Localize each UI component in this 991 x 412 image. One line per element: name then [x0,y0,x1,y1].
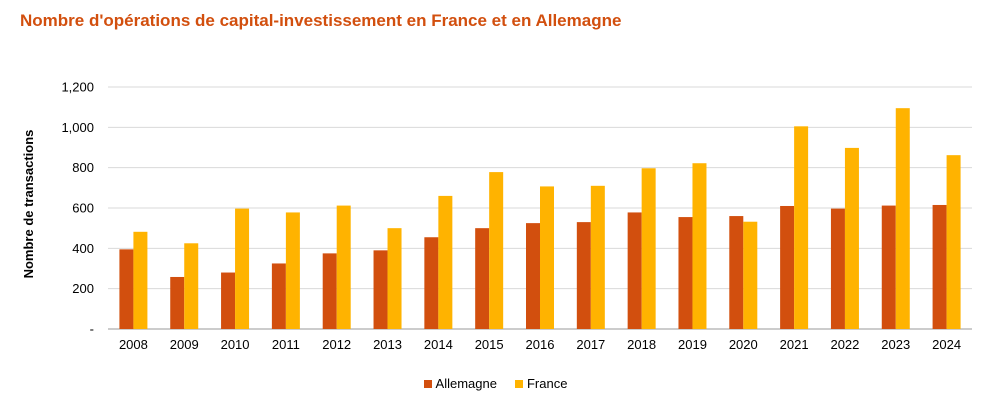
y-axis-label: Nombre de transactions [21,130,36,279]
x-tick-label: 2010 [221,337,250,352]
bar-allemagne-2011 [271,263,286,329]
bar-france-2009 [184,243,199,329]
bar-france-2023 [895,108,910,329]
bar-france-2020 [743,221,758,329]
x-tick-label: 2023 [881,337,910,352]
y-tick-label: 1,000 [61,120,94,135]
legend-swatch-allemagne [423,379,432,388]
legend-label-allemagne: Allemagne [435,376,497,391]
bar-france-2012 [336,205,351,329]
bar-allemagne-2021 [780,205,795,329]
x-tick-label: 2019 [678,337,707,352]
x-tick-label: 2008 [119,337,148,352]
x-tick-label: 2022 [830,337,859,352]
legend-item-france: France [514,376,568,391]
bar-france-2016 [540,186,554,329]
x-tick-label: 2017 [576,337,605,352]
y-tick-label: - [90,322,94,337]
x-tick-label: 2015 [475,337,504,352]
x-tick-label: 2013 [373,337,402,352]
chart-title: Nombre d'opérations de capital-investiss… [20,11,622,30]
bar-france-2008 [133,231,148,329]
bar-allemagne-2009 [170,276,185,329]
x-tick-label: 2014 [424,337,453,352]
x-tick-label: 2016 [526,337,555,352]
y-tick-label: 800 [72,160,94,175]
bar-allemagne-2024 [932,204,947,329]
bar-allemagne-2010 [221,272,236,329]
bar-allemagne-2019 [678,217,693,329]
bar-france-2024 [946,155,961,329]
x-tick-label: 2024 [932,337,961,352]
bar-france-2021 [794,126,809,329]
legend: Allemagne France [0,376,991,391]
bar-allemagne-2017 [576,222,591,329]
bar-allemagne-2022 [830,208,845,329]
bars [119,108,961,329]
bar-allemagne-2015 [475,228,490,329]
legend-label-france: France [526,376,568,391]
x-tick-label: 2012 [322,337,351,352]
bar-france-2014 [438,195,453,329]
bar-france-2011 [285,212,300,329]
bar-allemagne-2018 [627,212,642,329]
y-tick-label: 200 [72,281,94,296]
bar-france-2018 [641,168,656,329]
x-tick-label: 2009 [170,337,199,352]
x-tick-label: 2011 [272,337,300,352]
y-tick-label: 600 [72,201,94,216]
legend-item-allemagne: Allemagne [423,376,497,391]
x-tick-label: 2021 [780,337,809,352]
y-tick-labels: - 200 400 600 800 1,000 1,200 [61,80,94,337]
legend-swatch-france [514,379,523,388]
x-tick-label: 2020 [729,337,758,352]
x-tick-label: 2018 [627,337,656,352]
bar-france-2015 [489,172,504,329]
bar-france-2017 [590,185,605,329]
y-tick-label: 400 [72,241,94,256]
bar-allemagne-2014 [424,237,439,329]
bar-allemagne-2008 [119,249,134,329]
bar-france-2019 [692,163,707,329]
bar-allemagne-2016 [526,223,540,329]
bar-allemagne-2012 [322,253,337,329]
bar-allemagne-2020 [729,216,744,329]
x-tick-labels: 2008 2009 2010 2011 2012 2013 2014 2015 2016 2017… [119,337,961,352]
y-tick-label: 1,200 [61,80,94,95]
bar-france-2013 [387,228,402,329]
bar-france-2022 [844,147,859,329]
bar-france-2010 [235,208,250,329]
bar-allemagne-2013 [373,250,388,329]
bar-allemagne-2023 [881,205,896,329]
